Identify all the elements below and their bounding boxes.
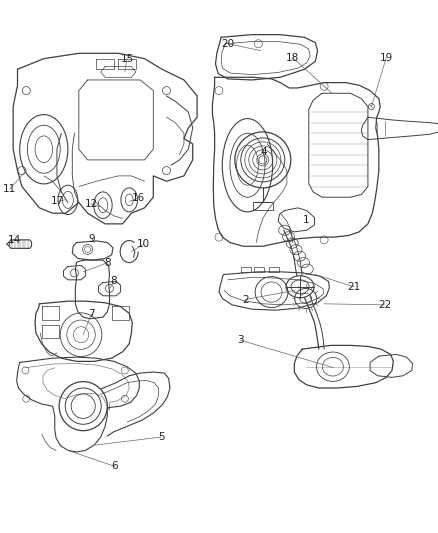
Text: 12: 12 — [85, 199, 98, 208]
Text: 8: 8 — [104, 258, 111, 268]
Text: 17: 17 — [50, 197, 64, 206]
Text: 22: 22 — [378, 300, 391, 310]
Text: 21: 21 — [347, 282, 360, 292]
Text: 1: 1 — [302, 215, 309, 224]
Text: 11: 11 — [3, 184, 16, 194]
Text: 14: 14 — [7, 235, 21, 245]
Text: 9: 9 — [88, 234, 95, 244]
Text: 5: 5 — [158, 432, 165, 442]
Text: 15: 15 — [120, 54, 134, 63]
Text: 6: 6 — [111, 462, 118, 471]
Text: 3: 3 — [237, 335, 244, 345]
Text: 7: 7 — [88, 310, 95, 319]
Text: 8: 8 — [110, 277, 117, 286]
Text: 20: 20 — [221, 39, 234, 49]
Text: 18: 18 — [286, 53, 299, 62]
Text: 19: 19 — [380, 53, 393, 62]
Text: 10: 10 — [137, 239, 150, 249]
Text: 16: 16 — [131, 193, 145, 203]
Text: 2: 2 — [242, 295, 249, 304]
Text: 4: 4 — [260, 147, 267, 157]
